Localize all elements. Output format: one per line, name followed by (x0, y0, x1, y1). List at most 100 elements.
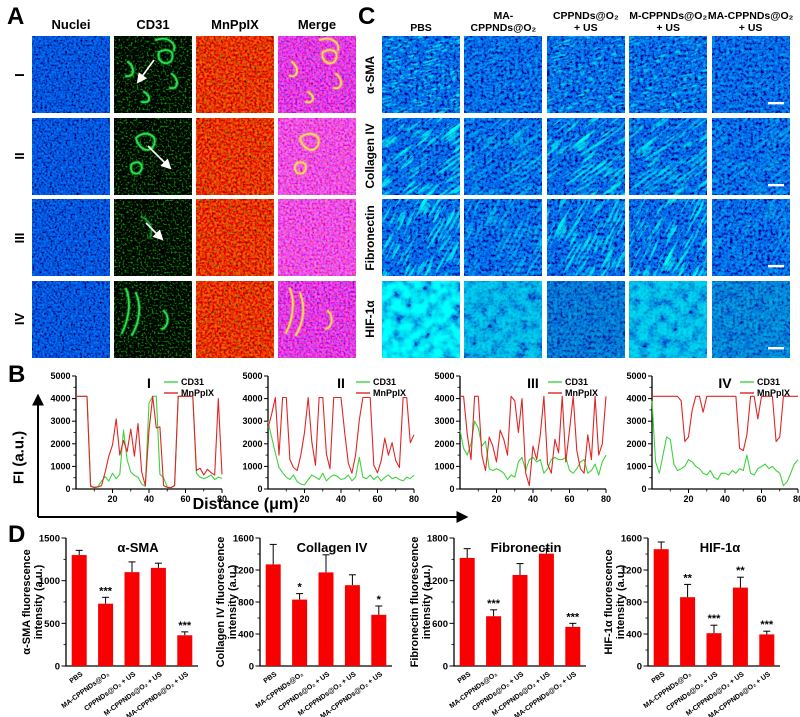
y-tick-label: 4000 (626, 394, 646, 404)
y-tick-label: 1500 (39, 534, 60, 545)
micro-image-c-HIF-1α-col1 (382, 280, 460, 358)
noise-layer (464, 280, 543, 358)
noise-layer (196, 280, 274, 358)
panel-c-column-header: MA-CPPNDs@O₂ + US (707, 9, 794, 34)
line-chart-IV: 0 1000 2000 3000 4000 5000 20 40 60 80 IV CD31MnPpI… (626, 371, 800, 504)
micro-image-c-α-SMA-col2 (464, 36, 543, 113)
chart-title: α-SMA (117, 540, 159, 555)
y-axis-label: α-SMA fluorescenceintensity (a.u.) (21, 549, 45, 654)
micro-image-c-Collagen IV-col2 (464, 117, 543, 195)
noise-layer (464, 117, 543, 195)
x-category-label: PBS (651, 671, 667, 685)
noise-layer (114, 199, 192, 276)
micro-image-c-Fibronectin-col5 (711, 199, 790, 276)
x-tick-label: 80 (601, 494, 611, 504)
y-axis-label-line: intensity (a.u.) (421, 564, 433, 639)
scale-bar (767, 265, 784, 268)
micro-image-a-IV-merge (278, 280, 356, 358)
x-tick-label: 20 (107, 494, 117, 504)
micro-image-c-Fibronectin-col3 (546, 199, 625, 276)
line-chart-II: 0 1000 2000 3000 4000 5000 20 40 60 80 II CD31MnPpI… (242, 371, 419, 504)
y-axis-label-line: Collagen IV fluorescence (215, 537, 227, 668)
significance-stars: * (297, 582, 302, 594)
legend-label-MnPpIX: MnPpIX (565, 388, 598, 398)
panel-a-row-label: II (12, 152, 27, 160)
noise-layer (546, 199, 625, 276)
vessel (131, 291, 141, 336)
chart-title: IV (718, 375, 732, 391)
panel-c-column-header: PBS (410, 21, 432, 34)
micro-image-c-α-SMA-col3 (546, 36, 625, 113)
y-tick-label: 3000 (50, 416, 70, 426)
micro-image-c-Fibronectin-col1 (382, 199, 460, 276)
x-tick-label: 80 (409, 494, 419, 504)
bar-MA-CPPNDs@O₂ + US (177, 635, 193, 666)
x-tick-label: 60 (180, 494, 190, 504)
series-CD31 (459, 420, 607, 481)
chart-title: III (527, 375, 539, 391)
y-tick-label: 2000 (50, 439, 70, 449)
x-tick-label: 20 (491, 494, 501, 504)
micro-image-c-α-SMA-col5 (711, 36, 790, 113)
noise-layer (629, 280, 708, 358)
micro-image-a-II-cd31 (114, 117, 192, 195)
scale-bar (767, 102, 784, 105)
panel-b-x-axis-label: Distance (μm) (192, 496, 299, 513)
noise-layer (464, 199, 543, 276)
y-tick-label: 2000 (434, 439, 454, 449)
noise-layer (464, 36, 543, 113)
bar-CPPNDs@O₂ + US (124, 572, 140, 666)
panel-a-column-header: Nuclei (51, 16, 91, 32)
panel-b-label: B (8, 361, 26, 388)
panel-a-label: A (7, 3, 25, 30)
y-axis-label-line: HIF-1α fluorescence (603, 549, 615, 654)
y-tick-label: 600 (432, 619, 448, 630)
vessel (157, 49, 174, 65)
x-tick-label: 40 (720, 494, 730, 504)
vessel (321, 49, 338, 65)
y-tick-label: 5000 (242, 371, 262, 381)
x-tick-label: 60 (564, 494, 574, 504)
micro-image-c-HIF-1α-col4 (629, 280, 708, 358)
y-tick-label: 1800 (427, 534, 448, 545)
micro-image-a-III-merge (278, 199, 356, 276)
series-MnPpIX (267, 396, 415, 474)
panel-c-column-header: CPPNDs@O₂ + US (552, 9, 619, 34)
panel-c-row-label: Collagen IV (363, 123, 377, 189)
y-tick-label: 0 (637, 662, 642, 673)
y-tick-label: 5000 (50, 371, 70, 381)
y-tick-label: 400 (626, 630, 642, 641)
noise-layer (196, 36, 274, 113)
micro-image-a-I-cd31 (114, 36, 192, 113)
noise-layer (114, 36, 192, 113)
bar-M-CPPNDs@O₂ + US (732, 587, 748, 666)
vessel (293, 160, 307, 175)
y-axis-label-line: Fibronectin fluorescence (409, 537, 421, 668)
legend-label-MnPpIX: MnPpIX (181, 388, 214, 398)
vessel (295, 291, 305, 336)
micro-image-c-Fibronectin-col2 (464, 199, 543, 276)
panel-a-column-header: CD31 (136, 16, 170, 32)
y-tick-label: 1000 (50, 461, 70, 471)
bar-PBS (459, 557, 475, 666)
bar-PBS (71, 555, 87, 666)
significance-stars: *** (708, 613, 722, 625)
vessel (141, 216, 153, 238)
vessel (299, 132, 320, 151)
noise-layer (278, 36, 356, 113)
series-MnPpIX (76, 395, 223, 489)
noise-layer (546, 280, 619, 358)
y-tick-label: 500 (44, 619, 60, 630)
noise-layer (382, 117, 460, 195)
vessel (333, 73, 342, 90)
significance-stars: *** (178, 620, 192, 632)
x-tick-label: 40 (528, 494, 538, 504)
x-category-label: PBS (457, 671, 473, 685)
micro-image-a-I-nuclei (32, 36, 110, 113)
noise-layer (711, 117, 790, 195)
y-axis-label-line: intensity (a.u.) (227, 564, 239, 639)
vessel (141, 91, 150, 104)
y-tick-label: 1000 (242, 461, 262, 471)
x-tick-label: 40 (144, 494, 154, 504)
